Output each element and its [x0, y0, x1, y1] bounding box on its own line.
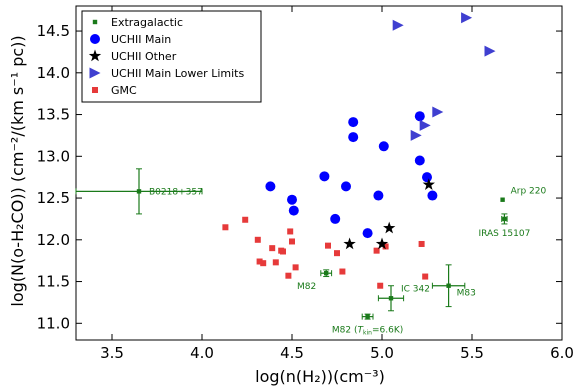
legend-marker: [92, 19, 98, 25]
y-tick-label: 12.5: [37, 189, 70, 207]
gmc-point: [272, 259, 279, 266]
extragalactic-point: [446, 283, 451, 288]
legend: Extragalactic UCHII Main UCHII Other UCHII …: [81, 10, 262, 103]
gmc-point: [422, 273, 429, 280]
x-axis-label: log(n(H₂))(cm⁻³): [255, 367, 385, 386]
uchii-main-lower-limits-point: [484, 45, 496, 57]
data-label: Arp 220: [511, 187, 547, 197]
legend-entry-label: UCHII Main: [111, 33, 171, 46]
extragalactic-point: [365, 314, 370, 319]
gmc-point: [334, 250, 340, 257]
annotation-layer: B0218+357 M82 M82 (Tkin=6.6K) IC 342 M83 Arp …: [149, 187, 546, 337]
y-tick-label: 13.0: [37, 147, 70, 165]
gmc-point: [256, 258, 263, 265]
gmc-point: [280, 248, 286, 255]
y-axis-label: log(N(o-H₂CO)) (cm⁻²/(km s⁻¹ pc)): [8, 35, 27, 306]
extragalactic-point: [324, 271, 329, 276]
y-tick-label: 11.0: [37, 314, 70, 332]
gmc-point: [289, 238, 295, 245]
x-tick-label: 5.0: [370, 344, 394, 362]
gmc-point: [339, 268, 346, 275]
data-label: IRAS 15107: [478, 229, 530, 239]
x-tick-label: 3.5: [100, 344, 124, 362]
extragalactic-point: [388, 296, 394, 301]
legend-box: [81, 10, 262, 103]
uchii-main-lower-limits-point: [432, 106, 444, 118]
gmc-point: [382, 243, 389, 250]
gmc-point: [292, 264, 299, 271]
uchii-main-lower-limits-point: [410, 129, 422, 141]
uchii-other-point: [375, 237, 389, 250]
uchii-main-lower-limits-point: [419, 119, 431, 131]
legend-entry-label: UCHII Other: [111, 50, 177, 63]
uchii-other-point: [383, 221, 396, 234]
y-tick-label: 13.5: [37, 106, 70, 124]
y-tick-label: 11.5: [37, 273, 70, 291]
gmc-point: [285, 272, 292, 279]
data-label: M83: [457, 289, 476, 299]
uchii-main-point: [373, 190, 384, 201]
gmc-point: [373, 247, 380, 254]
uchii-main-point: [414, 111, 425, 122]
gmc-point: [222, 224, 229, 231]
uchii-main-point: [348, 117, 359, 128]
legend-marker: [92, 87, 98, 93]
uchii-other-point: [422, 178, 435, 190]
axes-layer: 3.5 4.0 4.5 5.0 5.5 6.0 11.0 11.5 12.0 12.5 13.0 13…: [37, 5, 574, 362]
data-label: B0218+357: [149, 187, 203, 197]
uchii-main-point: [414, 155, 425, 166]
data-label: M82 (Tkin=6.6K): [332, 326, 403, 337]
extragalactic-point: [502, 216, 507, 222]
uchii-main-point: [265, 181, 276, 192]
x-tick-label: 4.5: [280, 344, 304, 362]
uchii-main-point: [319, 171, 330, 182]
gmc-point: [242, 216, 249, 223]
gmc-point: [325, 242, 331, 249]
uchii-main-point: [330, 213, 341, 224]
legend-entry-label: Extragalactic: [111, 16, 183, 29]
uchii-main-point: [348, 132, 359, 143]
y-tick-label: 14.0: [37, 64, 70, 82]
uchii-main-point: [422, 172, 432, 183]
y-tick-label: 12.0: [37, 231, 70, 249]
gmc-point: [287, 228, 294, 235]
uchii-main-lower-limits-point: [392, 19, 404, 31]
extragalactic-point: [500, 197, 505, 202]
x-tick-label: 4.0: [190, 344, 214, 362]
uchii-other-point: [343, 237, 356, 250]
uchii-main-point: [427, 190, 438, 201]
uchii-main-point: [287, 194, 297, 205]
legend-marker: [90, 34, 100, 44]
gmc-point: [260, 260, 267, 267]
legend-entry-label: UCHII Main Lower Limits: [111, 67, 244, 80]
x-tick-label: 6.0: [550, 344, 574, 362]
legend-entry-label: GMC: [111, 84, 137, 97]
uchii-main-point: [341, 181, 351, 192]
uchii-main-lower-limits-point: [461, 12, 473, 24]
y-tick-label: 14.5: [37, 22, 70, 40]
uchii-main-point: [288, 205, 299, 216]
data-label: M82: [297, 282, 316, 292]
extragalactic-point: [136, 189, 142, 194]
marks-layer: [136, 12, 507, 319]
uchii-main-point: [362, 228, 373, 239]
uchii-main-point: [378, 141, 389, 152]
plot-frame: [75, 5, 563, 341]
gmc-point: [254, 236, 261, 243]
legend-marker: [89, 67, 101, 79]
gmc-point: [269, 245, 276, 252]
data-label: IC 342: [401, 284, 430, 294]
x-tick-label: 5.5: [460, 344, 484, 362]
legend-marker: [88, 49, 102, 62]
gmc-point: [418, 240, 425, 247]
gmc-point: [377, 282, 384, 289]
